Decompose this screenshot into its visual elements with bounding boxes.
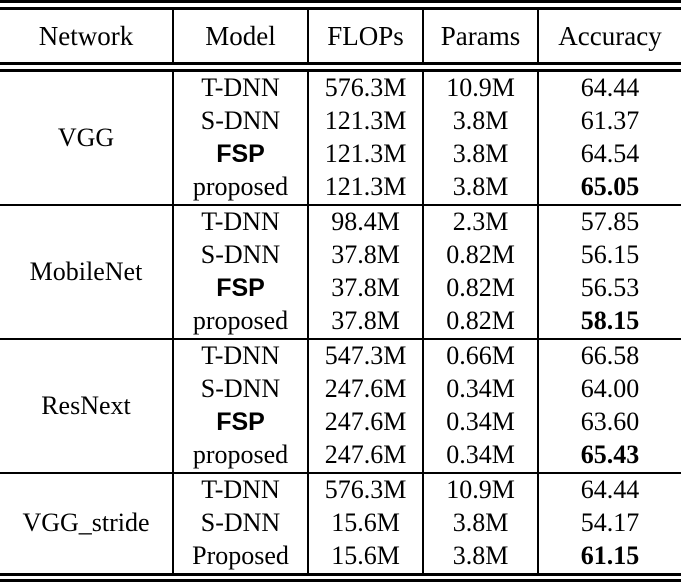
header-row: Network Model FLOPs Params Accuracy bbox=[0, 5, 681, 72]
cell-accuracy: 61.15 bbox=[537, 540, 681, 578]
cell-params: 0.66M bbox=[422, 338, 538, 373]
cell-params: 0.34M bbox=[422, 373, 538, 406]
cell-params: 3.8M bbox=[422, 540, 538, 578]
cell-model: proposed bbox=[172, 171, 308, 205]
table-row: MobileNet T-DNN 98.4M 2.3M 57.85 bbox=[0, 204, 681, 339]
group-vgg-stride: VGG_stride T-DNN 576.3M 10.9M 64.44 S-DN… bbox=[0, 472, 681, 578]
cell-accuracy: 64.00 bbox=[537, 373, 681, 406]
group-vgg: VGG T-DNN 576.3M 10.9M 64.44 S-DNN 121.3… bbox=[0, 67, 681, 205]
cell-flops: 37.8M bbox=[307, 239, 423, 272]
cell-accuracy: 65.43 bbox=[537, 439, 681, 473]
cell-accuracy: 57.85 bbox=[537, 204, 681, 239]
cell-model: Proposed bbox=[172, 540, 308, 578]
table-row: FSP 37.8M 0.82M 56.53 bbox=[0, 272, 681, 305]
cell-accuracy: 64.54 bbox=[537, 138, 681, 171]
table-row: S-DNN 37.8M 0.82M 56.15 bbox=[0, 239, 681, 272]
cell-flops: 37.8M bbox=[307, 272, 423, 305]
cell-params: 0.82M bbox=[422, 272, 538, 305]
cell-accuracy: 64.44 bbox=[537, 472, 681, 507]
cell-accuracy: 61.37 bbox=[537, 105, 681, 138]
cell-flops: 247.6M bbox=[307, 373, 423, 406]
cell-flops: 576.3M bbox=[307, 67, 423, 105]
cell-model: S-DNN bbox=[172, 373, 308, 406]
cell-model: T-DNN bbox=[172, 472, 308, 507]
table-row: FSP 121.3M 3.8M 64.54 bbox=[0, 138, 681, 171]
cell-flops: 121.3M bbox=[307, 138, 423, 171]
column-header-network: Network bbox=[0, 5, 173, 72]
cell-flops: 247.6M bbox=[307, 406, 423, 439]
cell-params: 0.82M bbox=[422, 239, 538, 272]
cell-model: proposed bbox=[172, 439, 308, 473]
network-name: VGG_stride bbox=[0, 472, 173, 578]
table-row: ResNext T-DNN 547.3M 0.66M 66.58 bbox=[0, 338, 681, 473]
cell-model: proposed bbox=[172, 305, 308, 339]
cell-model: FSP bbox=[172, 138, 308, 171]
cell-accuracy: 66.58 bbox=[537, 338, 681, 373]
cell-model: S-DNN bbox=[172, 507, 308, 540]
group-resnext: ResNext T-DNN 547.3M 0.66M 66.58 S-DNN 2… bbox=[0, 338, 681, 473]
cell-accuracy: 65.05 bbox=[537, 171, 681, 205]
table-row: Proposed 15.6M 3.8M 61.15 bbox=[0, 540, 681, 578]
cell-accuracy: 56.53 bbox=[537, 272, 681, 305]
network-name: ResNext bbox=[0, 338, 173, 473]
cell-flops: 15.6M bbox=[307, 507, 423, 540]
cell-params: 10.9M bbox=[422, 472, 538, 507]
cell-model: T-DNN bbox=[172, 67, 308, 105]
column-header-flops: FLOPs bbox=[307, 5, 423, 72]
table-row: S-DNN 121.3M 3.8M 61.37 bbox=[0, 105, 681, 138]
cell-params: 2.3M bbox=[422, 204, 538, 239]
cell-accuracy: 56.15 bbox=[537, 239, 681, 272]
cell-model: FSP bbox=[172, 406, 308, 439]
cell-accuracy: 54.17 bbox=[537, 507, 681, 540]
column-header-model: Model bbox=[172, 5, 308, 72]
cell-model: S-DNN bbox=[172, 105, 308, 138]
table-row: S-DNN 247.6M 0.34M 64.00 bbox=[0, 373, 681, 406]
cell-flops: 37.8M bbox=[307, 305, 423, 339]
cell-params: 0.34M bbox=[422, 406, 538, 439]
network-name: MobileNet bbox=[0, 204, 173, 339]
cell-params: 3.8M bbox=[422, 138, 538, 171]
column-header-accuracy: Accuracy bbox=[537, 5, 681, 72]
network-name: VGG bbox=[57, 122, 115, 152]
cell-params: 3.8M bbox=[422, 507, 538, 540]
cell-flops: 98.4M bbox=[307, 204, 423, 239]
table-row: proposed 121.3M 3.8M 65.05 bbox=[0, 171, 681, 205]
cell-params: 0.82M bbox=[422, 305, 538, 339]
table-row: proposed 247.6M 0.34M 65.43 bbox=[0, 439, 681, 473]
table-row: VGG T-DNN 576.3M 10.9M 64.44 bbox=[0, 67, 681, 152]
cell-accuracy: 64.44 bbox=[537, 67, 681, 105]
table-header: Network Model FLOPs Params Accuracy bbox=[0, 5, 681, 72]
cell-flops: 15.6M bbox=[307, 540, 423, 578]
cell-accuracy: 63.60 bbox=[537, 406, 681, 439]
cell-model: T-DNN bbox=[172, 338, 308, 373]
cell-params: 3.8M bbox=[422, 171, 538, 205]
cell-params: 0.34M bbox=[422, 439, 538, 473]
cell-params: 3.8M bbox=[422, 105, 538, 138]
group-mobilenet: MobileNet T-DNN 98.4M 2.3M 57.85 S-DNN 3… bbox=[0, 204, 681, 339]
table-row: FSP 247.6M 0.34M 63.60 bbox=[0, 406, 681, 439]
cell-flops: 121.3M bbox=[307, 105, 423, 138]
table-row: VGG_stride T-DNN 576.3M 10.9M 64.44 bbox=[0, 472, 681, 578]
cell-model: S-DNN bbox=[172, 239, 308, 272]
column-header-params: Params bbox=[422, 5, 538, 72]
cell-params: 10.9M bbox=[422, 67, 538, 105]
cell-flops: 247.6M bbox=[307, 439, 423, 473]
cell-flops: 576.3M bbox=[307, 472, 423, 507]
cell-flops: 121.3M bbox=[307, 171, 423, 205]
table-row: S-DNN 15.6M 3.8M 54.17 bbox=[0, 507, 681, 540]
cell-accuracy: 58.15 bbox=[537, 305, 681, 339]
cell-flops: 547.3M bbox=[307, 338, 423, 373]
cell-model: FSP bbox=[172, 272, 308, 305]
cell-model: T-DNN bbox=[172, 204, 308, 239]
table-row: proposed 37.8M 0.82M 58.15 bbox=[0, 305, 681, 339]
